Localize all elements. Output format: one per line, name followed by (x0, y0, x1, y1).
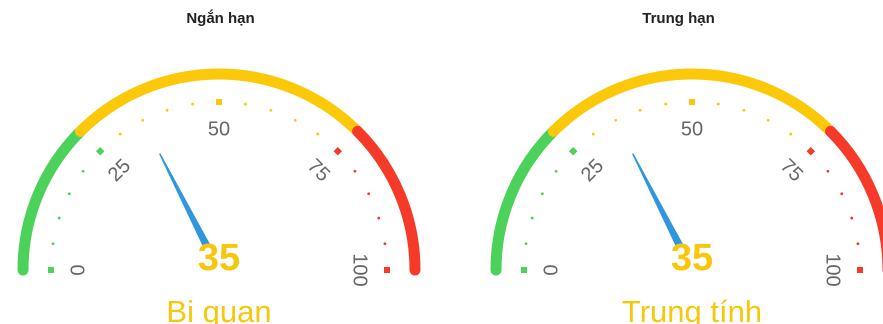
gauge-svg: 0 25 50 75 100 35 Bi quan (17, 68, 421, 324)
gauge-major-marker (568, 146, 578, 156)
gauge-minor-dot (316, 132, 320, 136)
gauge-minor-dot (716, 102, 720, 106)
gauge-value: 35 (198, 237, 240, 279)
gauge-minor-dot (243, 102, 247, 106)
gauge-minor-dot (524, 242, 528, 246)
gauge-minor-dot (554, 169, 558, 173)
gauge-major-marker (333, 146, 343, 156)
gauge-minor-dot (530, 216, 534, 220)
gauge-minor-dot (591, 132, 595, 136)
gauge-band-arc (74, 68, 364, 137)
gauge-tick-label: 75 (303, 155, 334, 186)
gauge-major-marker (806, 146, 816, 156)
gauge-tick-label: 25 (104, 155, 135, 186)
gauge-major-marker (48, 267, 54, 273)
gauge-needle (159, 153, 211, 249)
gauge-major-marker (384, 267, 390, 273)
gauge-minor-dot (789, 132, 793, 136)
gauge-tick-label: 0 (67, 264, 89, 275)
gauge-minor-dot (377, 216, 381, 220)
gauge-tick-label: 50 (208, 118, 230, 140)
gauge-band-arc (17, 125, 86, 276)
gauge-minor-dot (840, 192, 844, 196)
gauge-tick-label: 100 (822, 253, 844, 286)
gauge-short-term: Ngắn hạn 0 25 50 75 100 35 Bi quan (0, 0, 441, 324)
gauge-minor-dot (540, 192, 544, 196)
gauge-minor-dot (664, 102, 668, 106)
gauge-minor-dot (742, 108, 746, 112)
gauge-minor-dot (614, 118, 618, 122)
gauge-minor-dot (856, 242, 860, 246)
gauge-status-label: Bi quan (166, 294, 271, 324)
gauge-value: 35 (671, 237, 713, 279)
gauge-major-marker (857, 267, 863, 273)
gauge-svg: 0 25 50 75 100 35 Trung tính (490, 68, 883, 324)
gauge-minor-dot (826, 169, 830, 173)
gauge-minor-dot (191, 102, 195, 106)
gauge-status-label: Trung tính (622, 294, 762, 324)
gauge-tick-label: 75 (776, 155, 807, 186)
gauge-title: Trung hạn (642, 10, 715, 27)
gauge-minor-dot (141, 118, 145, 122)
gauge-tick-label: 50 (681, 118, 703, 140)
gauge-minor-dot (367, 192, 371, 196)
gauge-minor-dot (383, 242, 387, 246)
gauge-band-arc (352, 125, 421, 276)
gauge-minor-dot (57, 216, 61, 220)
gauge-band-arc (547, 68, 837, 137)
gauge-medium-term: Trung hạn 0 25 50 75 100 35 Trung tính (474, 0, 883, 324)
gauge-minor-dot (165, 108, 169, 112)
gauge-title: Ngắn hạn (186, 10, 255, 27)
gauge-minor-dot (850, 216, 854, 220)
gauge-minor-dot (766, 118, 770, 122)
gauge-minor-dot (118, 132, 122, 136)
gauge-major-marker (689, 99, 695, 105)
gauge-band-arc (490, 125, 559, 276)
gauge-band-arc (825, 125, 883, 273)
gauge-minor-dot (67, 192, 71, 196)
gauge-major-marker (216, 99, 222, 105)
gauge-tick-label: 25 (577, 155, 608, 186)
gauge-needle (632, 153, 684, 249)
gauge-minor-dot (269, 108, 273, 112)
gauge-minor-dot (638, 108, 642, 112)
gauge-minor-dot (51, 242, 55, 246)
gauge-tick-label: 100 (349, 253, 371, 286)
gauge-major-marker (95, 146, 105, 156)
gauge-minor-dot (81, 169, 85, 173)
gauge-minor-dot (293, 118, 297, 122)
gauge-major-marker (521, 267, 527, 273)
gauge-minor-dot (353, 169, 357, 173)
gauge-tick-label: 0 (540, 264, 562, 275)
